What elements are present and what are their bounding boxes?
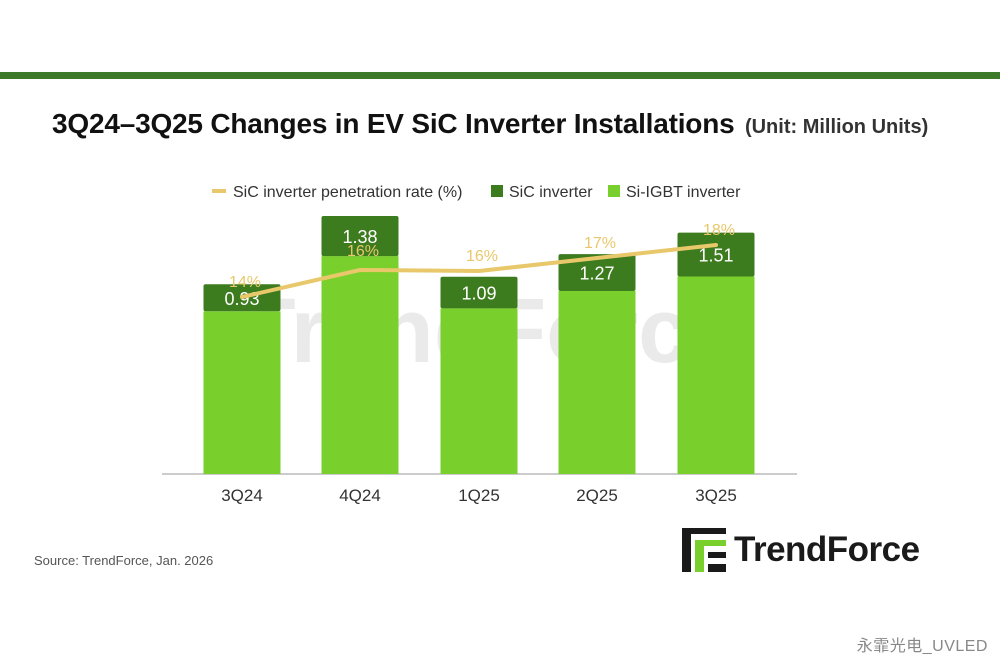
corner-watermark: 永霏光电_UVLED (856, 638, 988, 655)
trendforce-logo: TrendForce (682, 528, 920, 572)
penetration-point-4Q24 (358, 268, 362, 272)
trendforce-logo-text: TrendForce (734, 530, 920, 569)
x-tick-label-3Q25: 3Q25 (695, 486, 737, 505)
bar-si-igbt-3Q24 (203, 311, 281, 474)
penetration-label-3Q25: 18% (703, 222, 735, 239)
bar-si-igbt-4Q24 (321, 256, 399, 474)
bar-sic-2Q25 (558, 254, 636, 291)
penetration-point-3Q24 (240, 295, 244, 299)
trendforce-logo-icon (682, 528, 726, 572)
legend-label-sic: SiC inverter (509, 184, 593, 201)
x-tick-label-3Q24: 3Q24 (221, 486, 263, 505)
sic-value-label-1Q25: 1.09 (461, 284, 496, 304)
sic-value-label-4Q24: 1.38 (342, 227, 377, 247)
penetration-label-4Q24: 16% (347, 243, 379, 260)
bar-sic-3Q25 (677, 232, 755, 277)
x-tick-label-4Q24: 4Q24 (339, 486, 381, 505)
legend-swatch-sic (491, 185, 503, 197)
legend-swatch-si-igbt (608, 185, 620, 197)
chart-unit: (Unit: Million Units) (744, 116, 929, 138)
penetration-label-3Q24: 14% (229, 274, 261, 291)
penetration-point-2Q25 (595, 256, 599, 260)
x-tick-label-1Q25: 1Q25 (458, 486, 500, 505)
chart-title: 3Q24–3Q25 Changes in EV SiC Inverter Ins… (52, 108, 928, 140)
sic-value-label-2Q25: 1.27 (579, 264, 614, 284)
penetration-point-1Q25 (477, 269, 481, 273)
bar-sic-4Q24 (321, 216, 399, 257)
penetration-label-1Q25: 16% (466, 248, 498, 265)
x-tick-label-2Q25: 2Q25 (576, 486, 618, 505)
top-rule (0, 72, 1000, 79)
chart-title-text: 3Q24–3Q25 Changes in EV SiC Inverter Ins… (52, 108, 735, 139)
source-note: Source: TrendForce, Jan. 2026 (34, 553, 214, 568)
penetration-point-3Q25 (714, 243, 718, 247)
bar-si-igbt-2Q25 (558, 290, 636, 474)
sic-value-label-3Q25: 1.51 (698, 246, 733, 266)
legend-label-penetration: SiC inverter penetration rate (%) (233, 184, 462, 201)
bar-si-igbt-1Q25 (440, 308, 518, 474)
bar-si-igbt-3Q25 (677, 276, 755, 474)
legend-label-si-igbt: Si-IGBT inverter (626, 184, 741, 201)
penetration-label-2Q25: 17% (584, 235, 616, 252)
bar-sic-1Q25 (440, 276, 518, 309)
